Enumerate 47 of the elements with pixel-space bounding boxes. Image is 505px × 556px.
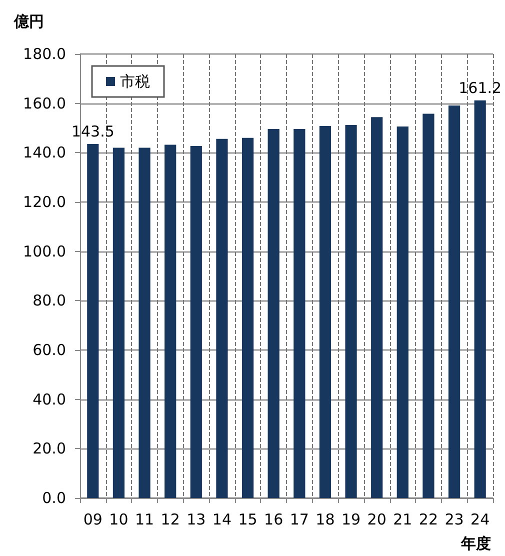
x-tick-label: 13 <box>186 510 206 528</box>
x-tick-label: 23 <box>444 510 464 528</box>
x-tick-label: 19 <box>341 510 361 528</box>
bar <box>448 106 460 498</box>
y-tick-label: 0.0 <box>42 489 66 507</box>
bar <box>268 128 280 498</box>
y-tick-label: 140.0 <box>23 144 66 162</box>
x-tick-label: 16 <box>264 510 284 528</box>
bar <box>242 138 254 498</box>
bar <box>345 125 357 498</box>
y-tick-label: 20.0 <box>32 440 66 458</box>
bar <box>190 146 202 498</box>
y-axis-title: 億円 <box>13 12 44 30</box>
x-tick-label: 10 <box>109 510 128 528</box>
data-label: 143.5 <box>71 122 114 141</box>
bar <box>138 148 150 498</box>
x-tick-label: 11 <box>134 510 154 528</box>
bar <box>87 144 99 498</box>
bar <box>164 144 176 498</box>
y-tick-label: 180.0 <box>23 45 66 63</box>
bar <box>474 100 486 498</box>
x-tick-label: 22 <box>418 510 438 528</box>
bar <box>294 128 306 498</box>
y-tick-label: 100.0 <box>23 242 66 260</box>
x-tick-label: 12 <box>160 510 180 528</box>
y-tick-label: 60.0 <box>32 341 66 359</box>
x-tick-label: 18 <box>316 510 335 528</box>
x-tick-label: 15 <box>238 510 258 528</box>
y-tick-label: 40.0 <box>32 390 66 408</box>
x-tick-label: 24 <box>470 510 490 528</box>
x-tick-label: 20 <box>367 510 386 528</box>
y-tick-label: 160.0 <box>23 94 66 112</box>
data-label: 161.2 <box>458 78 502 97</box>
y-tick-label: 80.0 <box>32 292 66 310</box>
x-tick-label: 14 <box>212 510 232 528</box>
x-tick-label: 17 <box>290 510 309 528</box>
x-tick-label: 09 <box>83 510 102 528</box>
bar <box>371 117 383 498</box>
bar <box>112 148 125 498</box>
x-axis-title: 年度 <box>460 534 491 552</box>
y-tick-label: 120.0 <box>23 193 66 211</box>
x-tick-label: 21 <box>393 510 412 528</box>
bar <box>319 126 332 498</box>
bar <box>422 114 434 498</box>
legend-label: 市税 <box>120 72 150 90</box>
bar <box>216 138 228 498</box>
bar <box>396 126 408 498</box>
